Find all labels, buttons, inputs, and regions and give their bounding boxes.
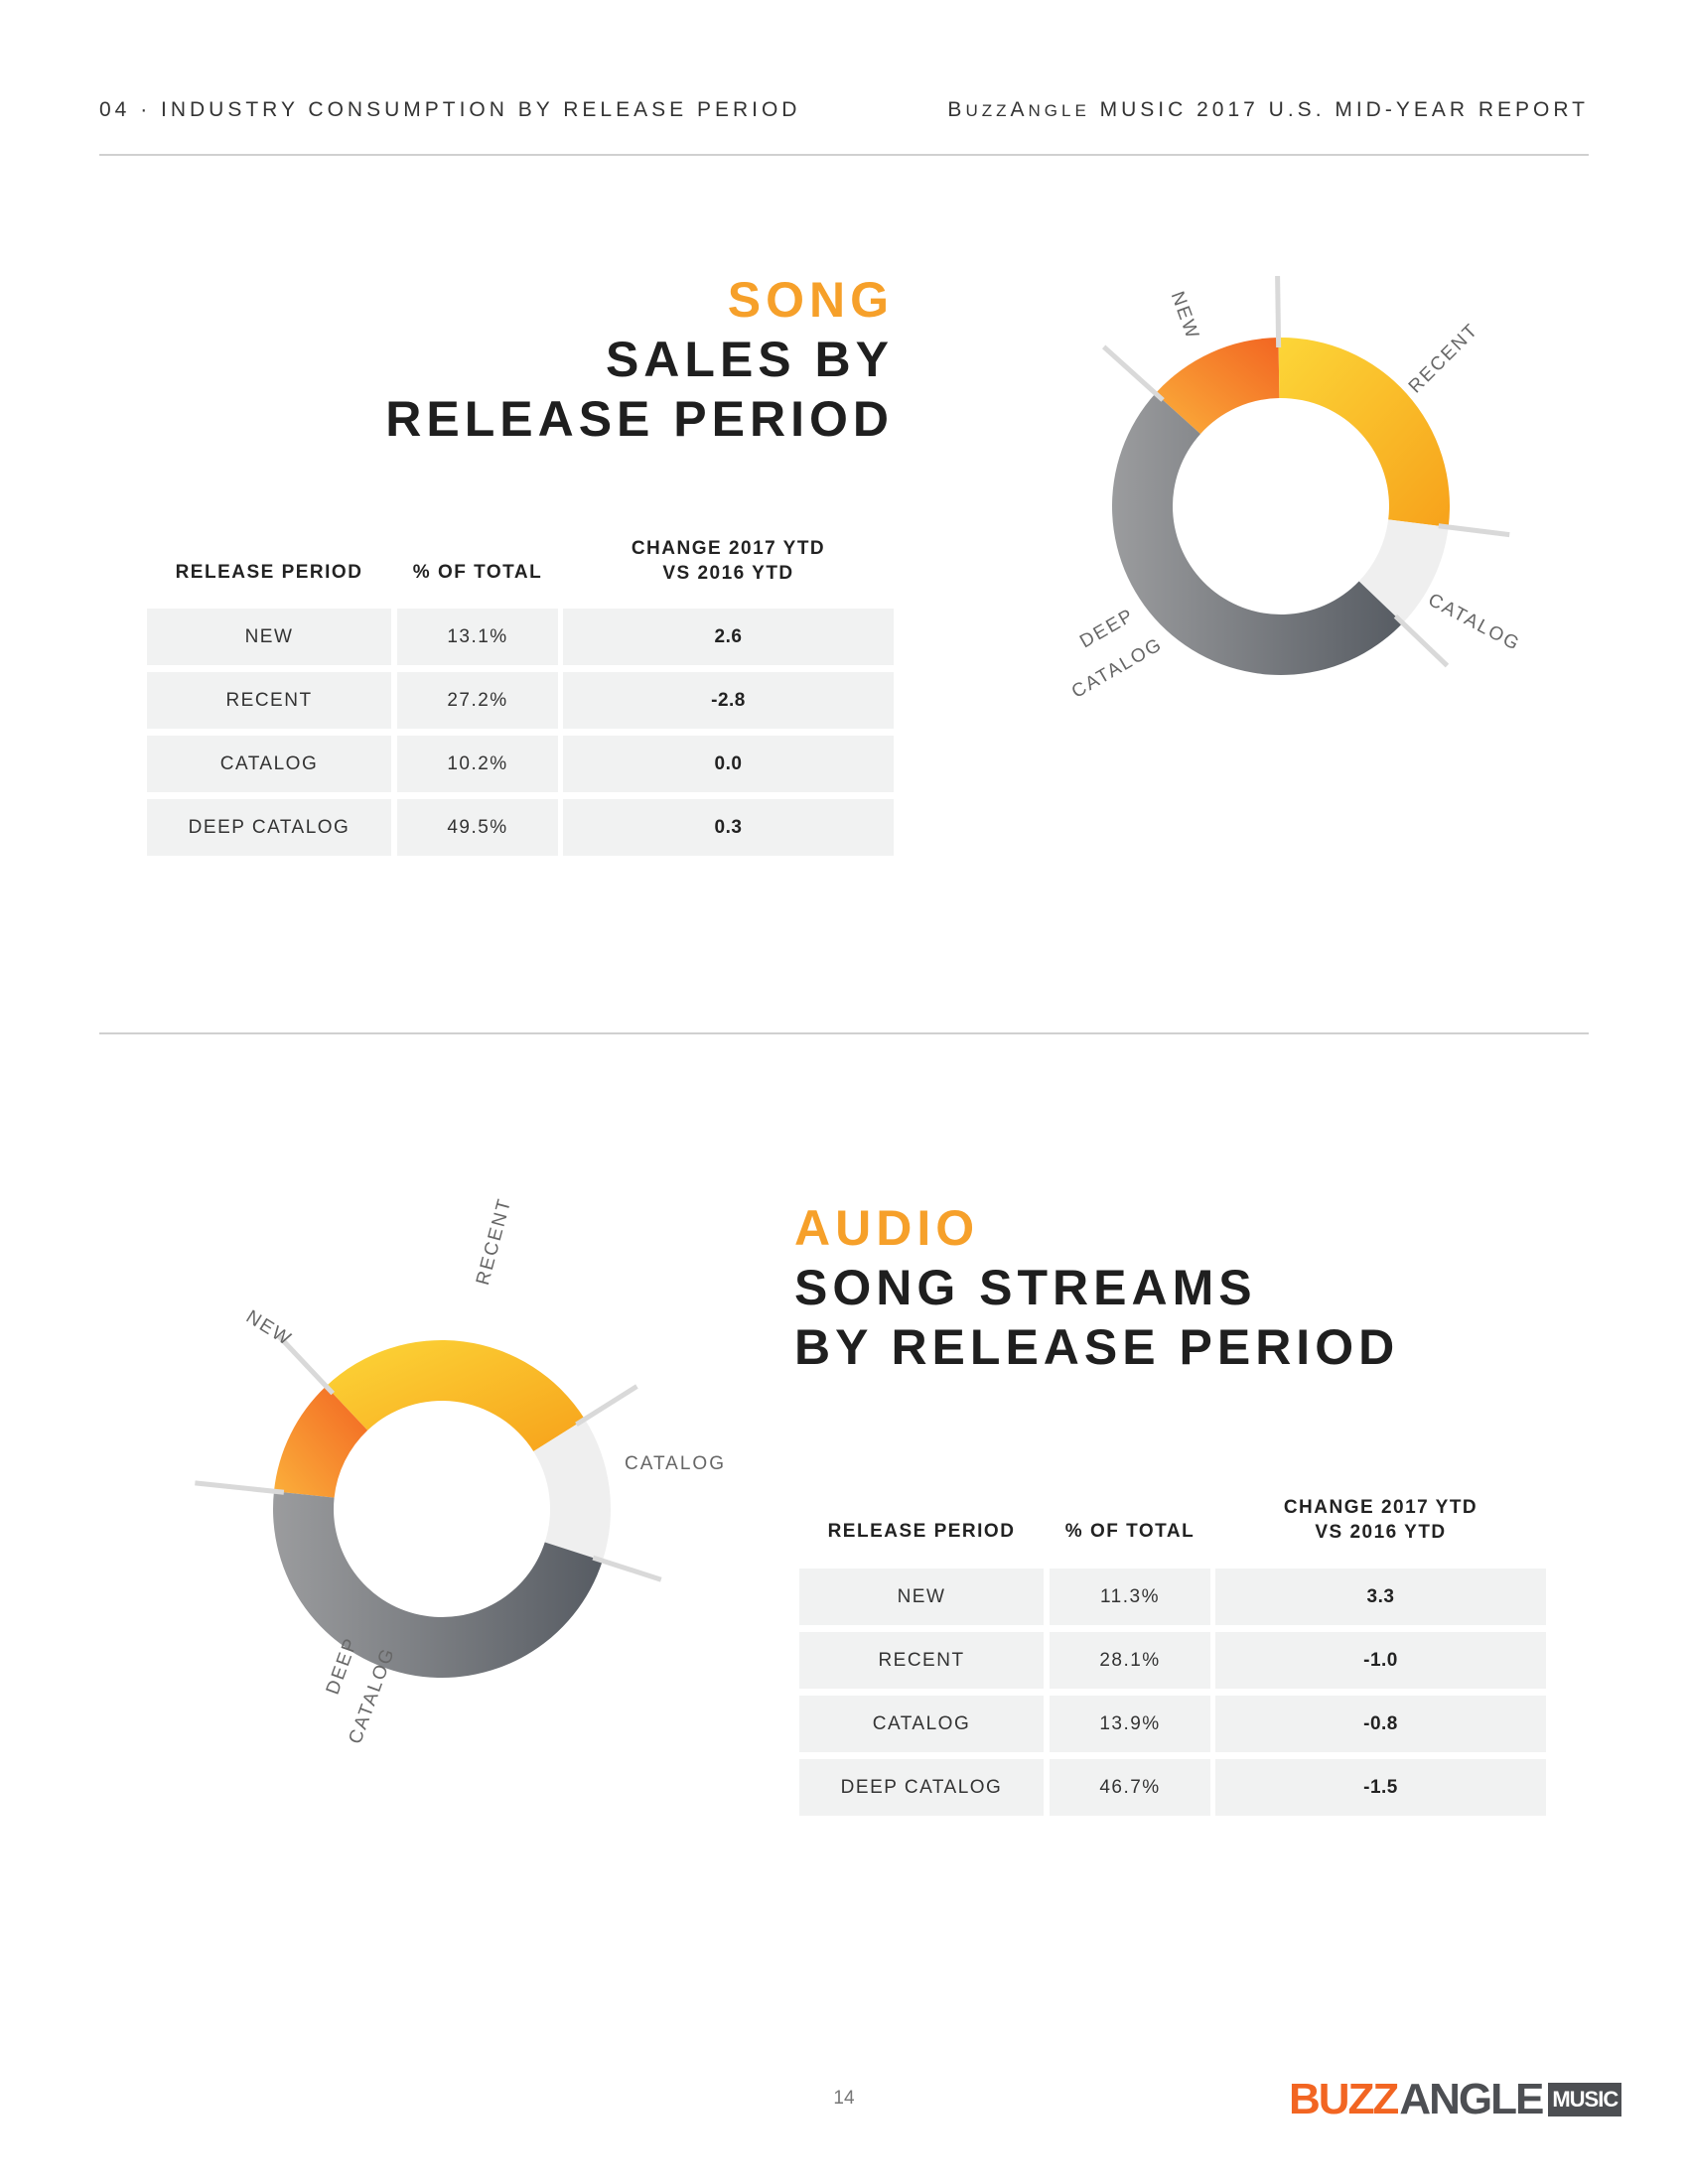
table1-cell: 13.1% bbox=[397, 609, 558, 665]
table2-cell: 13.9% bbox=[1050, 1696, 1210, 1752]
report-title: BUZZANGLE MUSIC 2017 U.S. MID-YEAR REPOR… bbox=[947, 98, 1589, 122]
table2-cell: 46.7% bbox=[1050, 1759, 1210, 1816]
donut-label-deep1: DEEP bbox=[1076, 605, 1138, 652]
section-divider bbox=[99, 1032, 1589, 1034]
page-number: 14 bbox=[833, 2088, 855, 2109]
donut-separator bbox=[195, 1480, 285, 1495]
report-title-a: A bbox=[1010, 98, 1029, 121]
donut-label-catalog: CATALOG bbox=[625, 1453, 726, 1474]
table1-cell: -2.8 bbox=[563, 672, 894, 729]
table2-header-change-line2: VS 2016 YTD bbox=[1315, 1522, 1447, 1543]
donut-label-recent: RECENT bbox=[1405, 320, 1483, 398]
table2-cell: CATALOG bbox=[799, 1696, 1044, 1752]
table1-cell: RECENT bbox=[147, 672, 391, 729]
table1-header-change-line2: VS 2016 YTD bbox=[662, 563, 794, 584]
table1-cell: NEW bbox=[147, 609, 391, 665]
table1-cell: 10.2% bbox=[397, 736, 558, 792]
section2-title-line1: SONG STREAMS bbox=[794, 1260, 1257, 1315]
table2-header-change: CHANGE 2017 YTD VS 2016 YTD bbox=[1215, 1495, 1546, 1545]
donut-separator bbox=[1275, 275, 1282, 348]
section1-title-line1: SALES BY bbox=[605, 332, 894, 387]
table1-cell: 0.3 bbox=[563, 799, 894, 856]
section1-title-accent: SONG bbox=[727, 272, 894, 328]
donut-separator bbox=[1393, 614, 1450, 668]
donut-slice-deep-catalog bbox=[1112, 393, 1403, 675]
table1-header-period: RELEASE PERIOD bbox=[175, 562, 363, 583]
table2-cell: -0.8 bbox=[1215, 1696, 1546, 1752]
table2-cell: DEEP CATALOG bbox=[799, 1759, 1044, 1816]
donut-separator bbox=[592, 1555, 662, 1582]
report-title-b: B bbox=[947, 98, 966, 121]
table2-cell: 3.3 bbox=[1215, 1569, 1546, 1625]
table1-header-change-line1: CHANGE 2017 YTD bbox=[631, 538, 826, 559]
donut-slice-new bbox=[273, 1386, 368, 1498]
report-title-rest: MUSIC 2017 U.S. MID-YEAR REPORT bbox=[1089, 98, 1589, 121]
section2-title-line2: BY RELEASE PERIOD bbox=[794, 1319, 1400, 1375]
table2-cell: 11.3% bbox=[1050, 1569, 1210, 1625]
donut-label-new: NEW bbox=[242, 1306, 296, 1350]
donut-separator bbox=[1101, 344, 1165, 402]
table1-cell: 0.0 bbox=[563, 736, 894, 792]
donut-slice-new bbox=[1155, 338, 1280, 435]
table1-header-pct: % OF TOTAL bbox=[412, 562, 543, 583]
table2-cell: 28.1% bbox=[1050, 1632, 1210, 1689]
logo-music: MUSIC bbox=[1548, 2083, 1622, 2116]
report-title-uzz: UZZ bbox=[965, 101, 1011, 120]
donut-label-deep1: DEEP bbox=[323, 1634, 362, 1697]
table1-cell: 2.6 bbox=[563, 609, 894, 665]
donut-label-recent: RECENT bbox=[473, 1195, 516, 1287]
section2-title-accent: AUDIO bbox=[794, 1200, 980, 1256]
logo-buzz: BUZZ bbox=[1289, 2075, 1399, 2123]
table1-cell: CATALOG bbox=[147, 736, 391, 792]
section-header: 04 · INDUSTRY CONSUMPTION BY RELEASE PER… bbox=[99, 98, 801, 121]
buzzangle-logo: BUZZ ANGLE MUSIC bbox=[1289, 2075, 1622, 2123]
table2-header-period: RELEASE PERIOD bbox=[827, 1521, 1016, 1542]
donut-separator bbox=[276, 1333, 336, 1396]
section1-title: SONG SALES BY RELEASE PERIOD bbox=[298, 270, 894, 449]
section1-title-line2: RELEASE PERIOD bbox=[385, 391, 894, 447]
table1-cell: 49.5% bbox=[397, 799, 558, 856]
donut-slice-deep-catalog bbox=[273, 1491, 603, 1678]
table1-cell: DEEP CATALOG bbox=[147, 799, 391, 856]
table2-header-change-line1: CHANGE 2017 YTD bbox=[1283, 1497, 1478, 1518]
donut-label-new: NEW bbox=[1167, 289, 1203, 342]
table2-cell: NEW bbox=[799, 1569, 1044, 1625]
donut-slice-catalog bbox=[533, 1419, 611, 1562]
table1-cell: 27.2% bbox=[397, 672, 558, 729]
donut-slice-catalog bbox=[1358, 519, 1449, 623]
section2-title: AUDIO SONG STREAMS BY RELEASE PERIOD bbox=[794, 1198, 1589, 1377]
donut-separator bbox=[575, 1384, 638, 1427]
report-title-ngle: NGLE bbox=[1028, 101, 1090, 120]
header-divider bbox=[99, 154, 1589, 156]
donut-slice-recent bbox=[326, 1340, 585, 1451]
table2-cell: RECENT bbox=[799, 1632, 1044, 1689]
donut-separator bbox=[1438, 523, 1510, 538]
logo-angle: ANGLE bbox=[1399, 2075, 1544, 2123]
table2-cell: -1.5 bbox=[1215, 1759, 1546, 1816]
table1-header-change: CHANGE 2017 YTD VS 2016 YTD bbox=[563, 536, 894, 586]
donut-slice-recent bbox=[1278, 338, 1450, 527]
table2-cell: -1.0 bbox=[1215, 1632, 1546, 1689]
table2-header-pct: % OF TOTAL bbox=[1064, 1521, 1196, 1542]
donut-label-catalog: CATALOG bbox=[1425, 590, 1524, 655]
